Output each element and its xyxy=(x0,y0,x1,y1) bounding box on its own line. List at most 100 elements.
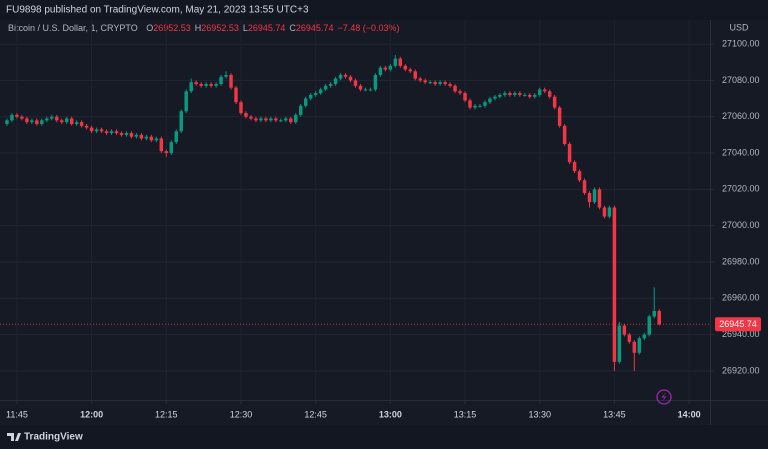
y-tick-label: 27000.00 xyxy=(722,220,760,230)
candle-body xyxy=(518,93,522,95)
candle-body xyxy=(488,98,492,103)
candle-body xyxy=(269,118,273,121)
candle-body xyxy=(547,91,552,97)
candle-body xyxy=(69,118,74,124)
candle-body xyxy=(279,120,283,122)
currency: USD xyxy=(729,22,749,32)
candle-body xyxy=(99,129,104,132)
candle-body xyxy=(254,118,258,121)
candle-body xyxy=(393,58,398,66)
candle-body xyxy=(562,125,567,144)
candle-body xyxy=(652,311,656,317)
x-tick-label: 13:30 xyxy=(528,409,551,419)
candle-body xyxy=(229,74,233,88)
candle-body xyxy=(298,105,303,115)
candle-body xyxy=(463,93,467,101)
candle-body xyxy=(503,93,507,95)
x-tick-label: 13:00 xyxy=(379,409,402,419)
candle-body xyxy=(557,107,562,126)
candle-body xyxy=(84,125,89,128)
candle-body xyxy=(239,102,243,114)
lightning-icon[interactable] xyxy=(656,389,672,405)
candle-body xyxy=(124,133,129,135)
candle-body xyxy=(109,131,114,134)
candle-body xyxy=(378,67,383,75)
candle-body xyxy=(313,93,318,95)
candle-body xyxy=(398,58,403,66)
candle-body xyxy=(294,114,298,123)
legend: Bitcoin / U.S. Dollar, 1, CRYPTO O26952.… xyxy=(8,23,400,33)
candle-body xyxy=(184,91,188,112)
legend-value: 26945.74 xyxy=(248,23,286,33)
candle-body xyxy=(607,207,612,217)
candle-body xyxy=(493,96,497,99)
candle-body xyxy=(528,94,532,97)
last-price-label: 26945.74 xyxy=(719,319,757,329)
x-tick-label: 12:30 xyxy=(230,409,253,419)
candle-body xyxy=(50,116,54,119)
candle-body xyxy=(174,131,178,143)
candle-body xyxy=(214,84,218,86)
candle-body xyxy=(35,120,39,124)
candle-body xyxy=(513,93,517,95)
candle-body xyxy=(25,118,29,123)
candle-body xyxy=(5,120,9,124)
candle-body xyxy=(20,116,24,119)
x-tick-label: 12:45 xyxy=(304,409,327,419)
candle-body xyxy=(478,105,482,107)
y-tick-label: 27060.00 xyxy=(722,111,760,121)
legend-value: 26952.53 xyxy=(153,23,191,33)
legend-key: H xyxy=(195,23,202,33)
candle-body xyxy=(383,67,388,70)
candle-body xyxy=(552,96,557,108)
candle-body xyxy=(74,122,79,124)
candle-body xyxy=(159,138,164,152)
candle-body xyxy=(508,93,512,95)
candle-body xyxy=(408,69,413,72)
last-price-tag xyxy=(715,317,761,332)
candle-body xyxy=(443,82,447,85)
candle-body xyxy=(40,120,44,124)
candle-body xyxy=(592,189,597,203)
candle-body xyxy=(338,74,343,79)
candle-body xyxy=(55,116,59,121)
x-tick-label: 14:00 xyxy=(678,409,701,419)
candle-body xyxy=(468,100,472,108)
candle-body xyxy=(45,118,49,121)
candle-body xyxy=(358,85,363,90)
candle-body xyxy=(224,74,228,77)
candle-body xyxy=(194,82,198,85)
candle-body xyxy=(30,120,34,123)
candle-body xyxy=(642,334,647,339)
candle-body xyxy=(94,129,99,132)
x-tick-label: 12:00 xyxy=(80,409,103,419)
candle-body xyxy=(602,207,607,217)
candle-body xyxy=(617,325,622,362)
legend-value: 26952.53 xyxy=(201,23,239,33)
x-tick-label: 11:45 xyxy=(6,409,28,419)
candle-body xyxy=(363,89,368,91)
candle-body xyxy=(627,334,632,342)
candle-body xyxy=(249,116,253,119)
candle-body xyxy=(134,134,139,137)
candle-body xyxy=(15,114,19,117)
candle-body xyxy=(204,84,208,86)
x-tick-label: 13:15 xyxy=(454,409,477,419)
candle-body xyxy=(373,74,378,90)
candle-body xyxy=(483,102,487,106)
brand: TradingView xyxy=(24,432,83,443)
candle-body xyxy=(473,105,477,108)
candle-body xyxy=(523,94,527,96)
candle-body xyxy=(597,189,602,208)
legend-key: L xyxy=(243,23,248,33)
candle-body xyxy=(622,325,627,335)
symbol: Bitcoin / U.S. Dollar, 1, CRYPTO xyxy=(8,23,138,33)
chart-panel xyxy=(0,20,768,425)
candle-body xyxy=(403,65,408,70)
candle-body xyxy=(308,94,313,99)
plot-area xyxy=(0,20,710,400)
candle-body xyxy=(537,89,542,95)
candle-body xyxy=(259,118,263,121)
candle-body xyxy=(388,65,393,70)
